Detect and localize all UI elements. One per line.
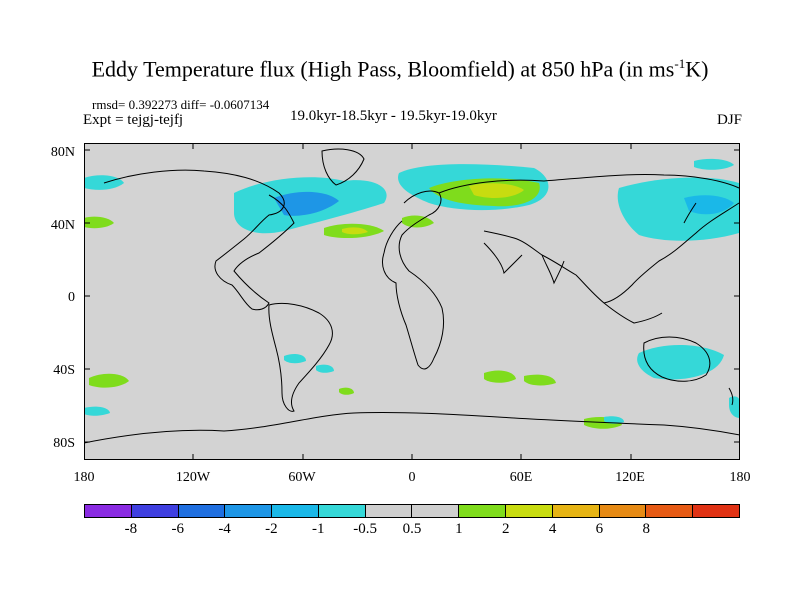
stats-text: rmsd= 0.392273 diff= -0.0607134 bbox=[92, 97, 270, 112]
coast-europe-africa bbox=[382, 190, 445, 370]
colorbar-label: -0.5 bbox=[353, 521, 378, 537]
patch-arctic-cyan bbox=[694, 158, 734, 170]
lon-label-60e: 60E bbox=[509, 470, 533, 485]
patch-asia-cyan bbox=[617, 177, 739, 241]
lon-label-180w: 180 bbox=[73, 470, 95, 485]
patch-europe-yellow bbox=[469, 183, 524, 198]
lat-label-80s: 80S bbox=[53, 436, 75, 451]
colorbar-label: 0.5 bbox=[402, 521, 422, 537]
patch-south-green-4 bbox=[339, 387, 354, 395]
patch-south-green-2 bbox=[484, 370, 516, 383]
period-label: 19.0kyr-18.5kyr - 19.5kyr-19.0kyr bbox=[290, 108, 497, 124]
chart-title: Eddy Temperature flux (High Pass, Bloomf… bbox=[91, 56, 709, 82]
patch-north-atlantic-core bbox=[274, 191, 339, 216]
colorbar-swatch bbox=[693, 505, 739, 517]
colorbar-swatch bbox=[599, 505, 647, 517]
patch-asia-blue bbox=[684, 195, 734, 215]
patch-south-cyan-1 bbox=[284, 353, 306, 364]
colorbar-swatch bbox=[459, 505, 507, 517]
lat-label-40n: 40N bbox=[50, 218, 75, 233]
flux-anomaly-patches bbox=[84, 158, 740, 429]
coast-greenland bbox=[321, 148, 365, 186]
lon-label-120w: 120W bbox=[175, 470, 211, 485]
map-plot bbox=[84, 143, 740, 460]
coast-north-america bbox=[103, 169, 295, 311]
colorbar-swatch bbox=[506, 505, 553, 517]
patch-australia-cyan bbox=[637, 344, 724, 380]
lat-label-40s: 40S bbox=[53, 363, 75, 378]
colorbar-swatch bbox=[85, 505, 132, 517]
colorbar-swatch bbox=[552, 505, 600, 517]
colorbar-swatch bbox=[272, 505, 319, 517]
coast-japan bbox=[683, 202, 697, 224]
patch-nw-pacific-green bbox=[84, 216, 114, 229]
experiment-label: Expt = tejgj-tejfj bbox=[83, 112, 184, 128]
colorbar-label: 2 bbox=[501, 521, 510, 537]
colorbar-label: 6 bbox=[595, 521, 604, 537]
patch-south-cyan-2 bbox=[316, 364, 334, 373]
lon-label-180e: 180 bbox=[729, 470, 751, 485]
season-label: DJF bbox=[716, 112, 742, 128]
coast-south-america bbox=[268, 302, 333, 412]
colorbar-swatch bbox=[365, 505, 413, 517]
colorbar-label: -1 bbox=[312, 521, 325, 537]
colorbar-swatch bbox=[318, 505, 366, 517]
colorbar-label: -8 bbox=[124, 521, 138, 537]
lon-label-0: 0 bbox=[408, 470, 416, 485]
colorbar-label: 8 bbox=[642, 521, 651, 537]
tick-marks bbox=[84, 143, 740, 460]
coast-new-zealand bbox=[728, 387, 734, 406]
coast-southeast-asia bbox=[603, 302, 663, 324]
coast-australia bbox=[643, 336, 711, 382]
colorbar-swatch bbox=[225, 505, 273, 517]
colorbar-label: -2 bbox=[265, 521, 278, 537]
colorbar-swatch bbox=[646, 505, 694, 517]
lat-label-0: 0 bbox=[68, 290, 75, 305]
colorbar-swatch bbox=[412, 505, 460, 517]
colorbar-swatch bbox=[131, 505, 179, 517]
patch-antarctic-cyan bbox=[604, 416, 624, 424]
lat-label-80n: 80N bbox=[50, 145, 75, 160]
colorbar-label: -4 bbox=[218, 521, 231, 537]
coast-antarctica bbox=[84, 411, 740, 444]
colorbar-label: 1 bbox=[455, 521, 463, 537]
patch-sw-pacific-cyan bbox=[729, 396, 740, 418]
coast-arabia-india bbox=[483, 242, 565, 285]
patch-south-green-3 bbox=[524, 374, 556, 386]
colorbar-label: -6 bbox=[171, 521, 184, 537]
lon-label-120e: 120E bbox=[615, 470, 645, 485]
coastlines bbox=[84, 148, 740, 444]
colorbar-swatch bbox=[178, 505, 226, 517]
patch-south-cyan-3 bbox=[84, 406, 110, 416]
patch-south-green-1 bbox=[89, 373, 129, 388]
lon-label-60w: 60W bbox=[288, 470, 316, 485]
colorbar-label: 4 bbox=[548, 521, 557, 537]
colorbar bbox=[84, 504, 740, 518]
patch-atlantic-yellow bbox=[342, 227, 368, 235]
